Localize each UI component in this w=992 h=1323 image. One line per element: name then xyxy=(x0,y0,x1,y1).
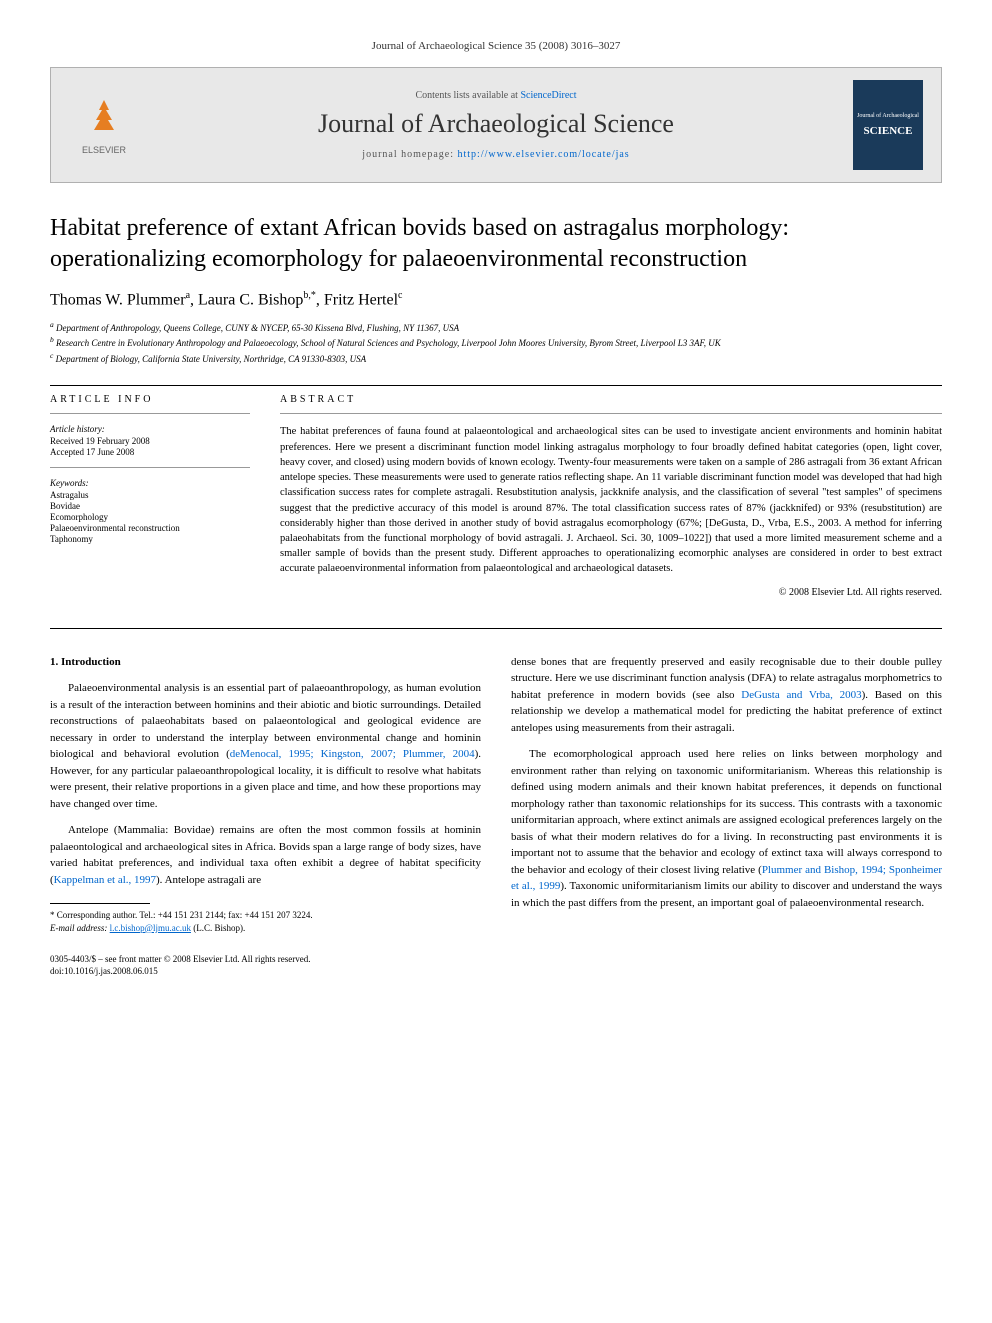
homepage-prefix: journal homepage: xyxy=(362,149,457,160)
author-1: Thomas W. Plummer xyxy=(50,292,186,309)
body-left-column: 1. Introduction Palaeoenvironmental anal… xyxy=(50,654,481,935)
divider-2 xyxy=(50,628,942,629)
ref-degusta[interactable]: DeGusta and Vrba, 2003 xyxy=(741,689,861,701)
p2b: ). Antelope astragali are xyxy=(156,874,261,886)
article-title: Habitat preference of extant African bov… xyxy=(50,213,942,275)
page-footer: 0305-4403/$ – see front matter © 2008 El… xyxy=(50,954,942,977)
abstract-head: ABSTRACT xyxy=(280,394,942,405)
affil-c-text: Department of Biology, California State … xyxy=(56,354,367,364)
abstract-divider xyxy=(280,413,942,414)
running-header: Journal of Archaeological Science 35 (20… xyxy=(50,40,942,52)
contents-available: Contents lists available at ScienceDirec… xyxy=(139,90,853,101)
affil-b-text: Research Centre in Evolutionary Anthropo… xyxy=(56,338,721,348)
p4b: ). Taxonomic uniformitarianism limits ou… xyxy=(511,880,942,909)
elsevier-tree-icon xyxy=(84,95,124,143)
info-abstract-row: ARTICLE INFO Article history: Received 1… xyxy=(50,394,942,597)
divider xyxy=(50,385,942,386)
corresponding-footnote: * Corresponding author. Tel.: +44 151 23… xyxy=(50,909,481,934)
abstract-text: The habitat preferences of fauna found a… xyxy=(280,424,942,576)
body-para-2: Antelope (Mammalia: Bovidae) remains are… xyxy=(50,822,481,888)
journal-homepage: journal homepage: http://www.elsevier.co… xyxy=(139,149,853,160)
doi-line: doi:10.1016/j.jas.2008.06.015 xyxy=(50,966,942,978)
keywords-label: Keywords: xyxy=(50,478,250,488)
issn-line: 0305-4403/$ – see front matter © 2008 El… xyxy=(50,954,942,966)
article-info-column: ARTICLE INFO Article history: Received 1… xyxy=(50,394,250,597)
author-3: Fritz Hertel xyxy=(324,292,398,309)
body-right-column: dense bones that are frequently preserve… xyxy=(511,654,942,935)
keyword-1: Astragalus xyxy=(50,490,250,500)
cover-big-text: SCIENCE xyxy=(864,125,913,137)
homepage-link[interactable]: http://www.elsevier.com/locate/jas xyxy=(458,149,630,160)
p4a: The ecomorphological approach used here … xyxy=(511,748,942,876)
author-list: Thomas W. Plummera, Laura C. Bishopb,*, … xyxy=(50,290,942,309)
info-divider xyxy=(50,413,250,414)
sciencedirect-link[interactable]: ScienceDirect xyxy=(520,90,576,101)
author-3-affil: c xyxy=(398,290,402,301)
author-1-affil: a xyxy=(186,290,190,301)
article-info-head: ARTICLE INFO xyxy=(50,394,250,405)
keyword-5: Taphonomy xyxy=(50,534,250,544)
affiliation-c: c Department of Biology, California Stat… xyxy=(50,351,942,366)
keyword-3: Ecomorphology xyxy=(50,512,250,522)
abstract-column: ABSTRACT The habitat preferences of faun… xyxy=(280,394,942,597)
affiliation-b: b Research Centre in Evolutionary Anthro… xyxy=(50,335,942,350)
body-para-1: Palaeoenvironmental analysis is an essen… xyxy=(50,680,481,812)
info-divider-2 xyxy=(50,467,250,468)
received-date: Received 19 February 2008 xyxy=(50,436,250,446)
body-para-3: dense bones that are frequently preserve… xyxy=(511,654,942,737)
keyword-4: Palaeoenvironmental reconstruction xyxy=(50,523,250,533)
keyword-2: Bovidae xyxy=(50,501,250,511)
history-label: Article history: xyxy=(50,424,250,434)
journal-cover-thumb: Journal of Archaeological SCIENCE xyxy=(853,80,923,170)
affil-a-text: Department of Anthropology, Queens Colle… xyxy=(56,323,459,333)
journal-title: Journal of Archaeological Science xyxy=(139,109,853,139)
section-1-heading: 1. Introduction xyxy=(50,654,481,671)
journal-banner: ELSEVIER Contents lists available at Sci… xyxy=(50,67,942,183)
publisher-logo: ELSEVIER xyxy=(69,90,139,160)
email-label: E-mail address: xyxy=(50,923,110,933)
publisher-name: ELSEVIER xyxy=(82,145,126,155)
accepted-date: Accepted 17 June 2008 xyxy=(50,447,250,457)
author-2-corr: * xyxy=(311,290,316,301)
affiliation-a: a Department of Anthropology, Queens Col… xyxy=(50,320,942,335)
body-para-4: The ecomorphological approach used here … xyxy=(511,746,942,911)
corr-author-line: * Corresponding author. Tel.: +44 151 23… xyxy=(50,909,481,922)
corr-email-line: E-mail address: l.c.bishop@ljmu.ac.uk (L… xyxy=(50,922,481,935)
footnote-separator xyxy=(50,903,150,904)
author-2-affil: b, xyxy=(303,290,311,301)
ref-kappelman[interactable]: Kappelman et al., 1997 xyxy=(54,874,156,886)
affiliations: a Department of Anthropology, Queens Col… xyxy=(50,320,942,366)
cover-small-text: Journal of Archaeological xyxy=(857,113,919,120)
author-2: Laura C. Bishop xyxy=(198,292,303,309)
abstract-copyright: © 2008 Elsevier Ltd. All rights reserved… xyxy=(280,587,942,598)
email-suffix: (L.C. Bishop). xyxy=(191,923,245,933)
banner-center: Contents lists available at ScienceDirec… xyxy=(139,90,853,160)
body-two-column: 1. Introduction Palaeoenvironmental anal… xyxy=(50,654,942,935)
corr-email-link[interactable]: l.c.bishop@ljmu.ac.uk xyxy=(110,923,191,933)
contents-prefix: Contents lists available at xyxy=(415,90,520,101)
ref-demenocal[interactable]: deMenocal, 1995; Kingston, 2007; Plummer… xyxy=(230,748,475,760)
